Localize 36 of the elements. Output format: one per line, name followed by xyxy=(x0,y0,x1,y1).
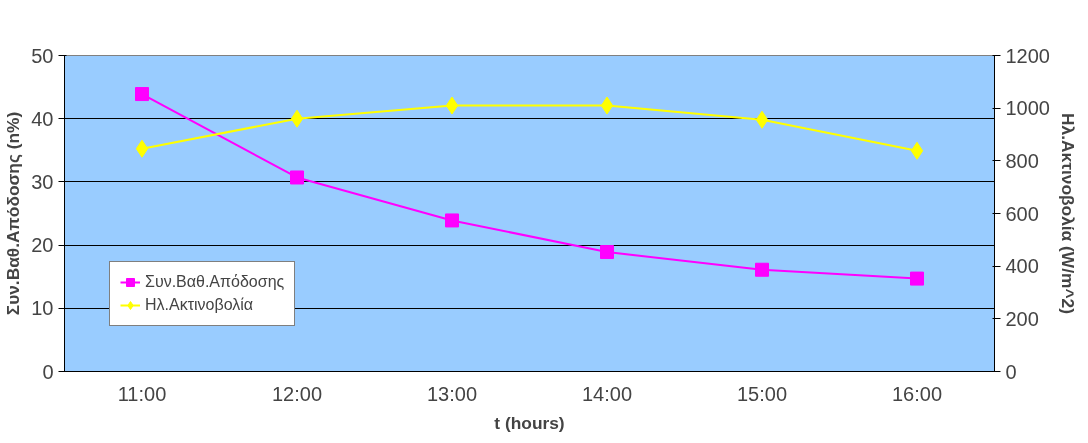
y-tick-label: 50 xyxy=(31,44,54,67)
x-tick-label: 12:00 xyxy=(271,382,323,405)
y-tick-label: 0 xyxy=(42,360,54,383)
x-tick-label: 15:00 xyxy=(736,382,788,405)
point xyxy=(290,170,304,185)
point xyxy=(600,245,614,260)
y2-tick-label: 400 xyxy=(1005,255,1039,278)
y2-tick-label: 1000 xyxy=(1005,97,1050,120)
point xyxy=(290,109,304,128)
legend-label: Ηλ.Ακτινοβολία xyxy=(145,296,254,314)
x-tick-label: 14:00 xyxy=(581,382,633,405)
y2-axis-title: Ηλ.Ακτινοβολία (W/m^2) xyxy=(1057,113,1078,314)
point xyxy=(910,271,924,286)
x-tick-label: 13:00 xyxy=(426,382,478,405)
point xyxy=(135,139,149,158)
x-tick-label: 11:00 xyxy=(117,382,167,405)
y-tick-label: 40 xyxy=(31,107,54,130)
point xyxy=(445,213,459,228)
y2-tick-label: 200 xyxy=(1005,307,1039,330)
y2-tick-label: 800 xyxy=(1005,149,1039,172)
y-tick-label: 20 xyxy=(31,234,54,257)
legend-label: Συν.Βαθ.Απόδοσης xyxy=(145,273,285,291)
x-tick-label: 16:00 xyxy=(891,382,943,405)
point xyxy=(445,96,459,115)
point xyxy=(135,87,149,102)
y2-tick-label: 1200 xyxy=(1005,44,1050,67)
y2-tick-label: 600 xyxy=(1005,202,1039,225)
point xyxy=(910,141,924,160)
y-tick-label: 10 xyxy=(31,297,54,320)
point xyxy=(755,262,769,277)
x-axis-title: t (hours) xyxy=(494,412,565,433)
point xyxy=(755,110,769,129)
point xyxy=(600,96,614,115)
y2-tick-label: 0 xyxy=(1005,360,1017,383)
y-tick-label: 30 xyxy=(31,170,54,193)
y-axis-title: Συν.Βαθ.Απόδοσης (n%) xyxy=(3,111,24,316)
